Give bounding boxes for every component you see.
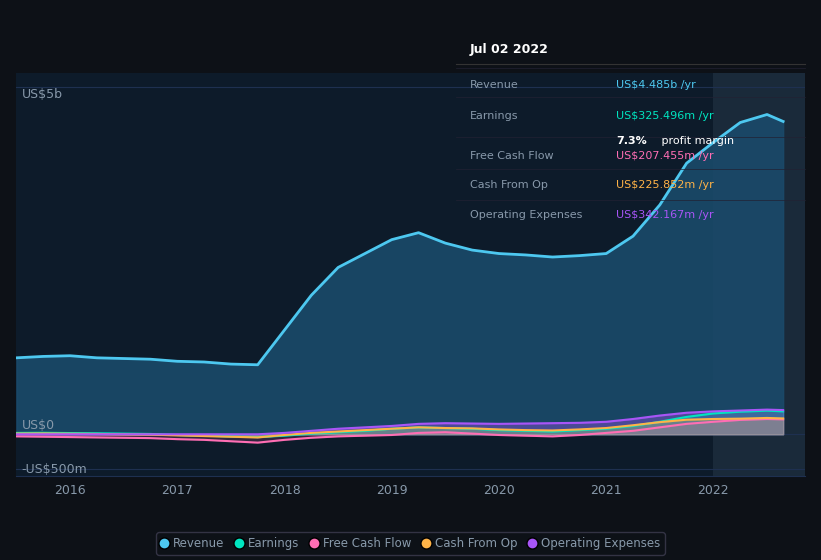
Legend: Revenue, Earnings, Free Cash Flow, Cash From Op, Operating Expenses: Revenue, Earnings, Free Cash Flow, Cash … — [156, 533, 665, 555]
Text: profit margin: profit margin — [658, 137, 734, 146]
Text: Cash From Op: Cash From Op — [470, 180, 548, 190]
Text: US$325.496m /yr: US$325.496m /yr — [616, 111, 713, 121]
Text: US$225.852m /yr: US$225.852m /yr — [616, 180, 714, 190]
Text: US$342.167m /yr: US$342.167m /yr — [616, 210, 713, 220]
Text: Operating Expenses: Operating Expenses — [470, 210, 582, 220]
Text: Free Cash Flow: Free Cash Flow — [470, 151, 553, 161]
Text: Jul 02 2022: Jul 02 2022 — [470, 43, 548, 55]
Text: US$207.455m /yr: US$207.455m /yr — [616, 151, 713, 161]
Text: US$0: US$0 — [22, 419, 55, 432]
Text: -US$500m: -US$500m — [22, 463, 88, 475]
Bar — [713, 73, 815, 476]
Text: US$5b: US$5b — [22, 88, 62, 101]
Text: 7.3%: 7.3% — [616, 137, 647, 146]
Text: Earnings: Earnings — [470, 111, 518, 121]
Text: US$4.485b /yr: US$4.485b /yr — [616, 80, 696, 90]
Text: Revenue: Revenue — [470, 80, 518, 90]
